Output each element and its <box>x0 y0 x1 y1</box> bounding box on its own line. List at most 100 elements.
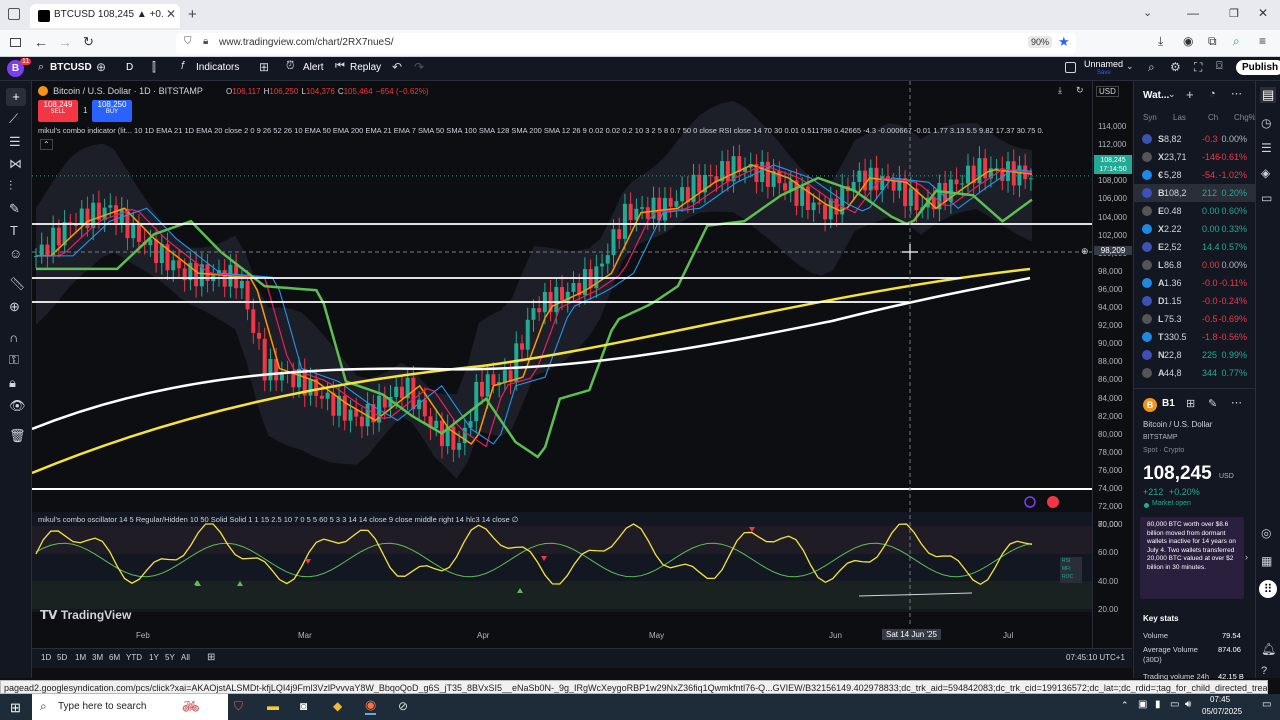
range-button[interactable]: 6M <box>109 653 121 662</box>
forward-icon[interactable]: → <box>58 34 72 50</box>
details-more-icon[interactable]: ⋯ <box>1231 397 1242 409</box>
details-grid-icon[interactable]: ⊞ <box>1186 398 1196 410</box>
app-icon-2[interactable]: ⊘ <box>398 699 409 713</box>
indicator-legend-2[interactable]: mikul's combo oscillator 14 5 Regular/Hi… <box>38 515 519 524</box>
help-icon[interactable]: ? <box>1261 665 1268 677</box>
watchlist-row[interactable]: L 75.3 -0.5 -0.69% <box>1134 310 1256 328</box>
menu-icon[interactable]: ≡ <box>1259 34 1267 48</box>
watchlist-chevron-icon[interactable]: ⌄ <box>1168 89 1176 99</box>
buy-button[interactable]: 108,250 BUY <box>92 100 132 122</box>
watchlist-row[interactable]: L 86.8 0.00 0.00% <box>1134 256 1256 274</box>
back-icon[interactable]: ← <box>34 34 48 50</box>
app-icon-1[interactable]: ◙ <box>300 699 308 713</box>
range-button[interactable]: YTD <box>126 653 142 662</box>
tab-close-icon[interactable]: ✕ <box>166 7 177 21</box>
watchlist-row[interactable]: T 330.5 -1.8 -0.56% <box>1134 328 1256 346</box>
watchlist-row[interactable]: X 2.22 0.00 0.33% <box>1134 220 1256 238</box>
extensions-icon[interactable]: ⧉ <box>1208 34 1217 48</box>
price-chart-canvas[interactable] <box>32 81 1092 648</box>
snapshot-camera-icon[interactable]: ⌼ <box>1216 60 1223 72</box>
taskbar-search[interactable]: ⌕ Type here to search 🚲︎ <box>32 694 228 720</box>
account-icon[interactable]: ◉ <box>1183 34 1194 48</box>
redo-icon[interactable]: ↷ <box>414 60 425 74</box>
prediction-tool-icon[interactable]: ⫶ <box>9 178 13 193</box>
price-axis[interactable]: USD 114,000112,000110,000108,000106,0001… <box>1081 81 1132 648</box>
apps-grid-icon[interactable]: ⠿ <box>1259 580 1277 598</box>
publish-button[interactable]: Publish <box>1236 60 1280 75</box>
replay-button[interactable]: Replay <box>350 62 382 73</box>
watchlist-row[interactable]: N 22,8 225 0.99% <box>1134 346 1256 364</box>
range-button[interactable]: 1M <box>75 653 87 662</box>
watchlist-row[interactable]: E 2,52 14.4 0.57% <box>1134 238 1256 256</box>
header-symbol[interactable]: Syn <box>1143 113 1157 122</box>
header-change[interactable]: Ch <box>1208 113 1219 122</box>
indicators-button[interactable]: Indicators <box>196 62 240 73</box>
chart-pane[interactable]: Bitcoin / U.S. Dollar · 1D · BITSTAMP O1… <box>32 81 1132 648</box>
taskbar-date[interactable]: 05/07/2025 <box>1202 707 1243 716</box>
trash-icon[interactable]: 🗑︎ <box>9 428 26 443</box>
brave-browser-icon[interactable]: ⛉ <box>234 699 244 713</box>
chart-refresh-icon[interactable]: ↻ <box>1076 85 1084 95</box>
minimize-icon[interactable]: — <box>1187 6 1199 20</box>
brush-tool-icon[interactable]: ✎ <box>9 201 20 216</box>
tray-network-icon[interactable]: ▭ <box>1170 699 1180 710</box>
watchlist-toggle-icon[interactable]: ▤ <box>1260 87 1277 103</box>
alert-button[interactable]: Alert <box>303 62 324 73</box>
bookmark-star-icon[interactable]: ★ <box>1058 34 1070 49</box>
firefox-icon[interactable]: ◉ <box>365 697 377 715</box>
watchlist-row[interactable]: A 1.36 -0.0 -0.11% <box>1134 274 1256 292</box>
range-button[interactable]: 1Y <box>149 653 159 662</box>
alerts-clock-icon[interactable]: ◷ <box>1261 116 1272 130</box>
icons-tool-icon[interactable]: ☺ <box>9 246 23 261</box>
symbol-search-icon[interactable]: ⌕ <box>38 61 45 73</box>
sell-button[interactable]: 108,249 SELL <box>38 100 78 122</box>
news-next-chevron-icon[interactable]: › <box>1245 552 1248 562</box>
tab-list-chevron-icon[interactable]: ⌄ <box>1143 7 1153 19</box>
file-explorer-icon[interactable]: ▬ <box>267 699 279 713</box>
goto-date-icon[interactable]: ⊞ <box>207 652 216 663</box>
compare-add-icon[interactable]: ⊕ <box>96 60 107 74</box>
windows-start-icon[interactable]: ⊞ <box>10 700 21 715</box>
details-name[interactable]: Bitcoin / U.S. Dollar <box>1143 420 1213 429</box>
symbol-search-button[interactable]: BTCUSD <box>50 62 92 73</box>
binance-icon[interactable]: ◆ <box>333 699 343 713</box>
settings-gear-icon[interactable]: ⚙ <box>1170 60 1181 74</box>
new-tab-button[interactable]: + <box>188 6 197 23</box>
zoom-tool-icon[interactable]: ⊕ <box>9 299 20 314</box>
watchlist-title[interactable]: Wat... <box>1143 90 1170 101</box>
search-lens-icon[interactable]: ⌕ <box>1233 34 1240 48</box>
range-button[interactable]: All <box>181 653 190 662</box>
notifications-icon[interactable]: ▭ <box>1262 699 1272 710</box>
templates-icon[interactable]: ⊞ <box>259 60 270 74</box>
range-button[interactable]: 3M <box>92 653 104 662</box>
watchlist-row[interactable]: E 0.48 0.00 0.60% <box>1134 202 1256 220</box>
zoom-level[interactable]: 90% <box>1028 36 1053 48</box>
fullscreen-icon[interactable]: ⛶ <box>1194 60 1203 74</box>
pattern-tool-icon[interactable]: ⋈ <box>9 156 22 171</box>
add-symbol-icon[interactable]: + <box>1186 87 1194 102</box>
url-field[interactable]: ⛉ 🔒︎ www.tradingview.com/chart/2RX7nueS/… <box>176 33 1076 54</box>
quick-search-icon[interactable]: ⌕ <box>1148 60 1155 74</box>
layout-save-label[interactable]: Save <box>1097 70 1111 76</box>
interval-button[interactable]: D <box>126 62 134 73</box>
target-icon[interactable]: ◎ <box>1261 526 1272 540</box>
tray-volume-icon[interactable]: 🔊︎ <box>1185 699 1192 710</box>
details-symbol[interactable]: B1 <box>1162 398 1175 409</box>
symbol-description[interactable]: Bitcoin / U.S. Dollar · 1D · BITSTAMP <box>53 86 203 96</box>
chat-icon[interactable]: ▭ <box>1261 191 1273 205</box>
scroll-to-latest-icon[interactable]: ⤓ <box>1058 85 1062 95</box>
undo-icon[interactable]: ↶ <box>392 60 403 74</box>
tracking-shield-icon[interactable]: ⛉ <box>184 36 192 47</box>
visibility-eye-icon[interactable]: 👁︎ <box>9 398 26 413</box>
watchlist-row[interactable]: A 44,8 344 0.77% <box>1134 364 1256 382</box>
layout-name[interactable]: Unnamed <box>1084 59 1124 69</box>
lock-drawings-icon[interactable]: ⚿ <box>9 352 19 367</box>
details-edit-icon[interactable]: ✎ <box>1208 398 1218 410</box>
browser-tab[interactable]: BTCUSD 108,245 ▲ +0.2% Unn... ✕ <box>30 4 180 28</box>
layout-select-icon[interactable] <box>1065 62 1076 73</box>
tray-mic-icon[interactable]: ▮ <box>1155 699 1161 710</box>
crosshair-tool-icon[interactable]: + <box>6 88 26 106</box>
range-button[interactable]: 5D <box>57 653 68 662</box>
chart-type-icon[interactable]: ⫿ <box>152 60 156 74</box>
watchlist-row[interactable]: €5,28 -54. -1.02% <box>1134 166 1256 184</box>
